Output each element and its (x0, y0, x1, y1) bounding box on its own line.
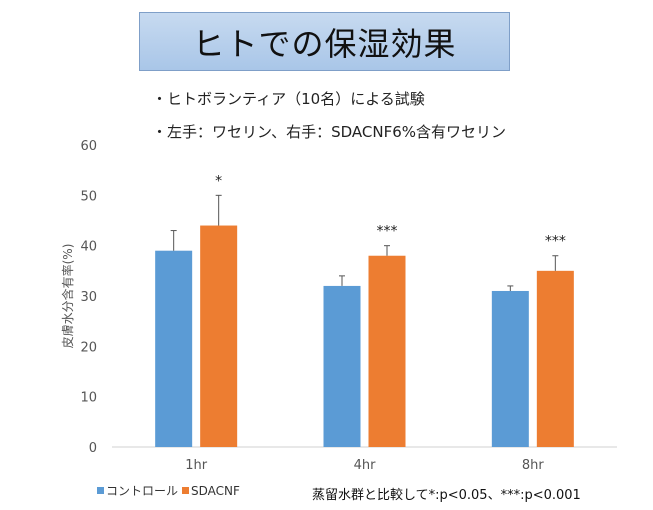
legend-item-sdacnf: SDACNF (182, 484, 240, 498)
legend-swatch-control (97, 487, 104, 494)
legend-swatch-sdacnf (182, 487, 190, 494)
legend-item-control: コントロール (97, 482, 178, 499)
y-tick-label: 30 (80, 290, 97, 305)
y-tick-label: 0 (89, 441, 97, 456)
significance-marker: * (215, 173, 222, 189)
chart-legend: コントロール SDACNF (97, 482, 244, 499)
y-tick-label: 60 (80, 139, 97, 154)
bar-control (491, 290, 529, 447)
y-tick-label: 50 (80, 189, 97, 204)
significance-footnote: 蒸留水群と比較して*:p<0.05、***:p<0.001 (312, 488, 581, 503)
bar-sdacnf (200, 225, 238, 447)
x-category-label: 8hr (522, 458, 545, 473)
x-category-label: 1hr (185, 458, 208, 473)
legend-label-sdacnf: SDACNF (191, 483, 240, 498)
bar-sdacnf (368, 255, 406, 447)
y-tick-label: 20 (80, 340, 97, 355)
note-hands: ・左手：ワセリン、右手：SDACNF6%含有ワセリン (152, 123, 507, 141)
legend-label-control: コントロール (106, 484, 179, 498)
bar-sdacnf (536, 270, 574, 447)
y-tick-label: 40 (80, 240, 97, 255)
x-category-label: 4hr (354, 458, 377, 473)
significance-marker: *** (545, 234, 566, 250)
bar-control (155, 250, 193, 447)
bar-control (323, 285, 361, 447)
significance-marker: *** (377, 224, 398, 240)
y-tick-label: 10 (80, 391, 97, 406)
y-axis-label: 皮膚水分含有率(%) (60, 244, 75, 349)
note-volunteers: ・ヒトボランティア（10名）による試験 (152, 90, 425, 108)
slide-title-box: ヒトでの保湿効果 (139, 12, 510, 71)
slide-title: ヒトでの保湿効果 (192, 24, 457, 63)
